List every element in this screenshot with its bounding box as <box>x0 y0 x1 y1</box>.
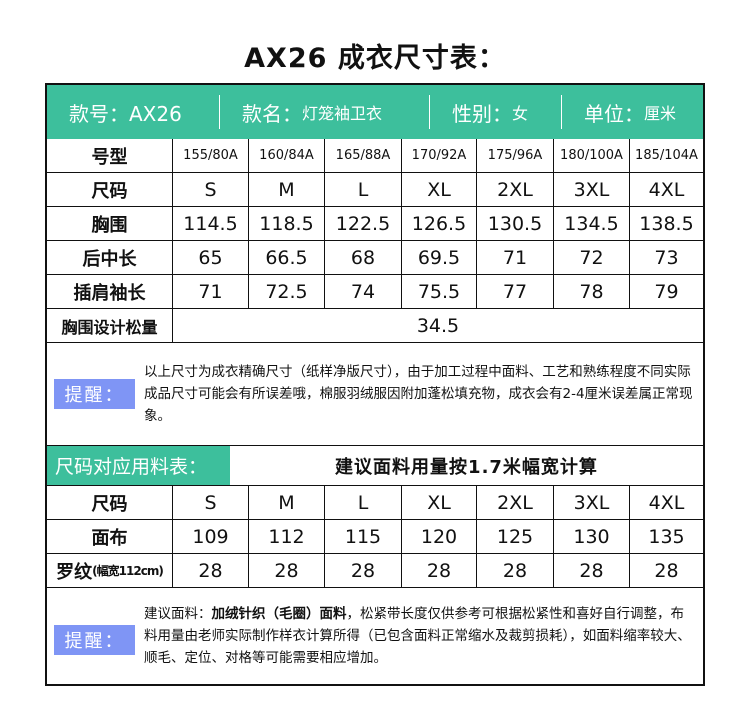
table-cell: 65 <box>173 241 249 275</box>
table-cell: 74 <box>325 275 402 309</box>
table-cell: 28 <box>554 554 630 588</box>
style-name: 款名： 灯笼袖卫衣 <box>242 101 383 126</box>
note-2: 提醒： 建议面料：加绒针织（毛圈）面料，松紧带长度仅供参考可根据松紧性和喜好自行… <box>47 589 703 686</box>
table-cell: 72.5 <box>249 275 325 309</box>
table-cell: 138.5 <box>630 207 703 241</box>
table-cell: 125 <box>477 520 554 554</box>
table-cell: 28 <box>249 554 325 588</box>
table-cell: 118.5 <box>249 207 325 241</box>
fabric-section-subtitle: 建议面料用量按1.7米幅宽计算 <box>335 456 598 478</box>
table-cell: M <box>249 173 325 207</box>
table-cell: 28 <box>477 554 554 588</box>
table-cell: 28 <box>402 554 477 588</box>
table-cell: L <box>325 173 402 207</box>
note-label: 提醒： <box>54 625 135 655</box>
table-cell: 3XL <box>554 486 630 520</box>
table-cell: 79 <box>630 275 703 309</box>
product-header: 款号：AX26 款名： 灯笼袖卫衣 性别：女 单位： 厘米 <box>47 85 703 139</box>
fabric-section-title: 尺码对应用料表： <box>47 446 230 485</box>
style-number: 款号：AX26 <box>69 101 182 126</box>
table-cell: 160/84A <box>249 139 325 173</box>
note-1: 提醒： 以上尺寸为成衣精确尺寸（纸样净版尺寸），由于加工过程中面料、工艺和熟练程… <box>47 343 703 446</box>
table-cell: 185/104A <box>630 139 703 173</box>
row-label: 胸围 <box>47 207 173 241</box>
table-cell: XL <box>402 486 477 520</box>
table-cell: 28 <box>325 554 402 588</box>
divider <box>219 95 220 129</box>
table-cell: 175/96A <box>477 139 554 173</box>
ease-value: 34.5 <box>416 314 460 337</box>
table-cell: 165/88A <box>325 139 402 173</box>
row-label: 面布 <box>47 520 173 554</box>
table-cell: 126.5 <box>402 207 477 241</box>
table-cell: 130 <box>554 520 630 554</box>
table-cell: L <box>325 486 402 520</box>
table-cell: 4XL <box>630 173 703 207</box>
table-cell: 71 <box>173 275 249 309</box>
table-cell: 2XL <box>477 486 554 520</box>
size-chart: 款号：AX26 款名： 灯笼袖卫衣 性别：女 单位： 厘米 号型 155/80A 160… <box>45 83 705 686</box>
ease-label: 胸围设计松量 <box>47 309 173 342</box>
gender: 性别：女 <box>452 101 529 126</box>
row-label: 号型 <box>47 139 173 173</box>
table-cell: 28 <box>173 554 249 588</box>
size-table: 号型 155/80A 160/84A 165/88A 170/92A 175/96A 180… <box>47 139 703 309</box>
table-cell: 66.5 <box>249 241 325 275</box>
table-cell: 134.5 <box>554 207 630 241</box>
row-label: 插肩袖长 <box>47 275 173 309</box>
divider <box>429 95 430 129</box>
table-cell: 130.5 <box>477 207 554 241</box>
table-cell: 78 <box>554 275 630 309</box>
table-cell: 28 <box>630 554 703 588</box>
table-cell: 155/80A <box>173 139 249 173</box>
table-cell: 69.5 <box>402 241 477 275</box>
table-cell: 72 <box>554 241 630 275</box>
unit: 单位： 厘米 <box>584 101 677 126</box>
row-label: 尺码 <box>47 486 173 520</box>
table-cell: M <box>249 486 325 520</box>
table-cell: 68 <box>325 241 402 275</box>
note-text: 以上尺寸为成衣精确尺寸（纸样净版尺寸），由于加工过程中面料、工艺和熟练程度不同实… <box>144 364 693 424</box>
table-cell: 114.5 <box>173 207 249 241</box>
table-cell: 120 <box>402 520 477 554</box>
table-cell: S <box>173 486 249 520</box>
divider <box>561 95 562 129</box>
table-cell: 75.5 <box>402 275 477 309</box>
table-cell: S <box>173 173 249 207</box>
table-cell: 3XL <box>554 173 630 207</box>
table-cell: 122.5 <box>325 207 402 241</box>
table-cell: 112 <box>249 520 325 554</box>
ease-row: 胸围设计松量 34.5 <box>47 309 703 343</box>
row-label: 尺码 <box>47 173 173 207</box>
table-cell: 4XL <box>630 486 703 520</box>
table-cell: 73 <box>630 241 703 275</box>
table-cell: 115 <box>325 520 402 554</box>
table-cell: XL <box>402 173 477 207</box>
table-cell: 71 <box>477 241 554 275</box>
table-cell: 170/92A <box>402 139 477 173</box>
table-cell: 135 <box>630 520 703 554</box>
row-label: 罗纹 (幅宽112cm) <box>47 554 173 588</box>
table-cell: 109 <box>173 520 249 554</box>
page-title: AX26 成衣尺寸表： <box>244 43 506 74</box>
table-cell: 77 <box>477 275 554 309</box>
note-text: 建议面料：加绒针织（毛圈）面料，松紧带长度仅供参考可根据松紧性和喜好自行调整，布… <box>144 606 691 666</box>
row-label: 后中长 <box>47 241 173 275</box>
fabric-table: 尺码 S M L XL 2XL 3XL 4XL 面布 109 112 115 120 125 130 135 罗… <box>47 486 703 588</box>
note-label: 提醒： <box>54 379 135 409</box>
table-cell: 180/100A <box>554 139 630 173</box>
table-cell: 2XL <box>477 173 554 207</box>
fabric-section-header: 尺码对应用料表： 建议面料用量按1.7米幅宽计算 <box>47 446 703 486</box>
